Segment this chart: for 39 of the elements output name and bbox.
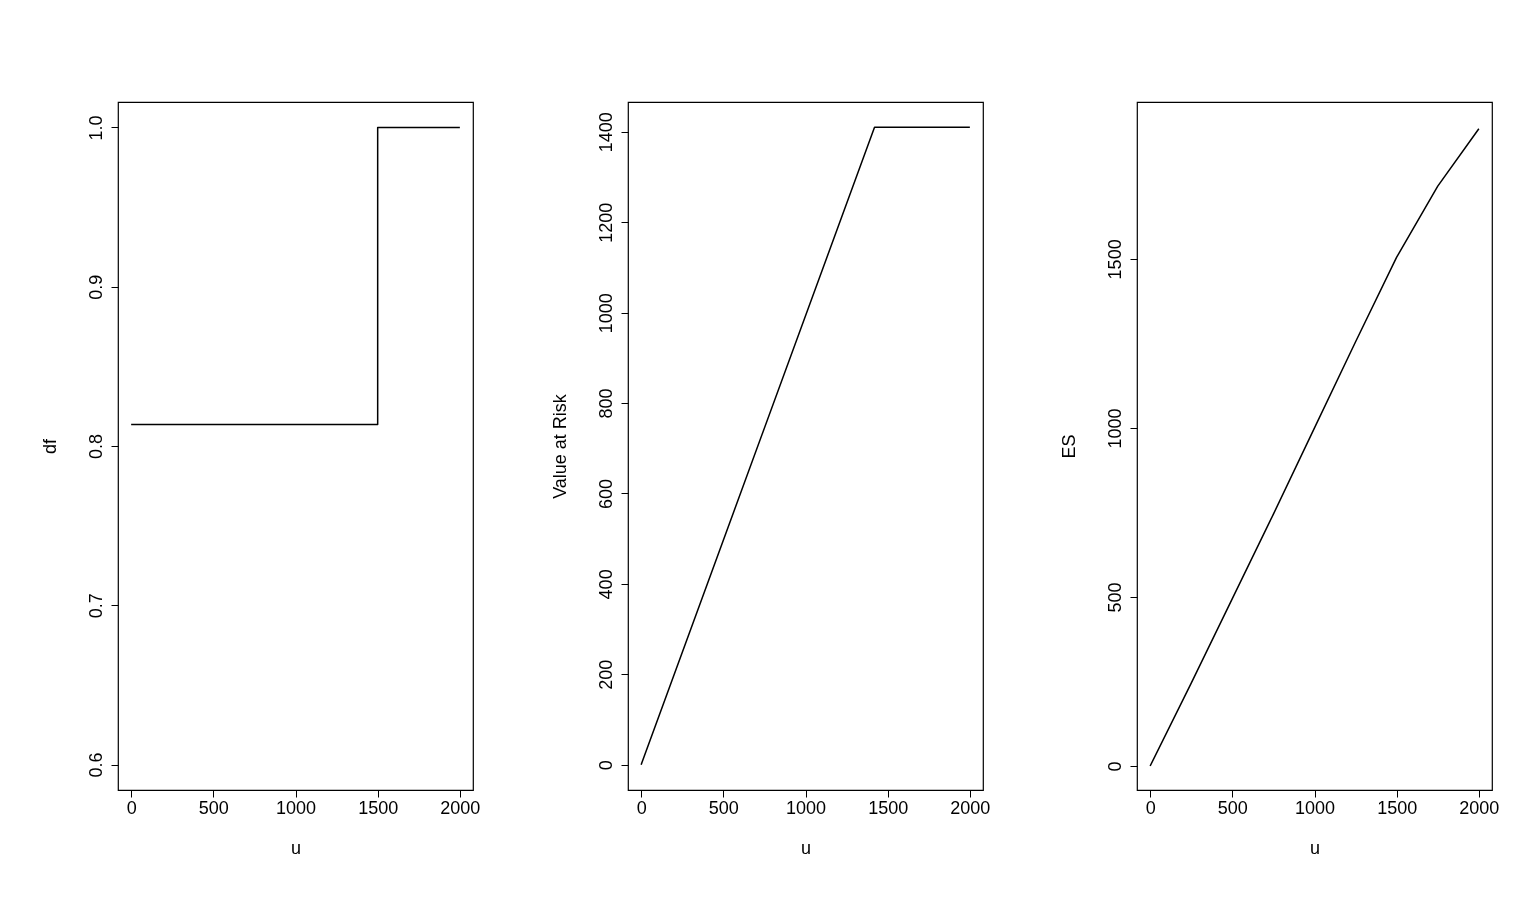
- y-axis-title: df: [39, 438, 60, 455]
- y-tick-label: 800: [595, 388, 616, 419]
- x-axis-title: u: [1309, 837, 1321, 858]
- y-axis-title: ES: [1058, 434, 1079, 459]
- y-tick-label: 0.7: [85, 593, 106, 619]
- x-tick-label: 2000: [1459, 797, 1500, 818]
- y-tick-label: 1500: [1104, 239, 1125, 280]
- x-tick-label: 2000: [950, 797, 991, 818]
- x-tick-label: 0: [1145, 797, 1156, 818]
- x-tick-label: 1000: [785, 797, 827, 818]
- y-tick-label: 1000: [595, 293, 616, 334]
- y-tick-label: 0.6: [85, 752, 106, 778]
- line-series: [1149, 127, 1480, 767]
- y-axis-title: Value at Risk: [549, 393, 570, 499]
- x-tick-label: 500: [1217, 797, 1248, 818]
- y-tick-label: 400: [595, 569, 616, 600]
- y-tick-label: 600: [595, 478, 616, 509]
- x-tick-label: 2000: [440, 797, 481, 818]
- y-tick-label: 0: [1104, 761, 1125, 772]
- y-tick-label: 1000: [1104, 408, 1125, 449]
- x-tick-label: 1500: [1377, 797, 1418, 818]
- x-tick-label: 1000: [275, 797, 317, 818]
- x-tick-label: 1500: [358, 797, 399, 818]
- x-tick-label: 0: [126, 797, 137, 818]
- y-tick-label: 0.9: [85, 274, 106, 300]
- x-axis-title: u: [800, 837, 812, 858]
- y-tick-label: 1200: [595, 202, 616, 243]
- x-tick-label: 500: [198, 797, 229, 818]
- x-tick-label: 0: [636, 797, 647, 818]
- y-tick-label: 200: [595, 659, 616, 690]
- x-tick-label: 500: [708, 797, 739, 818]
- y-tick-label: 0.8: [85, 433, 106, 460]
- x-axis-title: u: [290, 837, 302, 858]
- y-tick-label: 500: [1104, 582, 1125, 613]
- x-tick-label: 1500: [868, 797, 909, 818]
- y-tick-label: 1400: [595, 112, 616, 153]
- x-tick-label: 1000: [1294, 797, 1336, 818]
- y-tick-label: 0: [595, 760, 616, 771]
- y-tick-label: 1.0: [85, 115, 106, 141]
